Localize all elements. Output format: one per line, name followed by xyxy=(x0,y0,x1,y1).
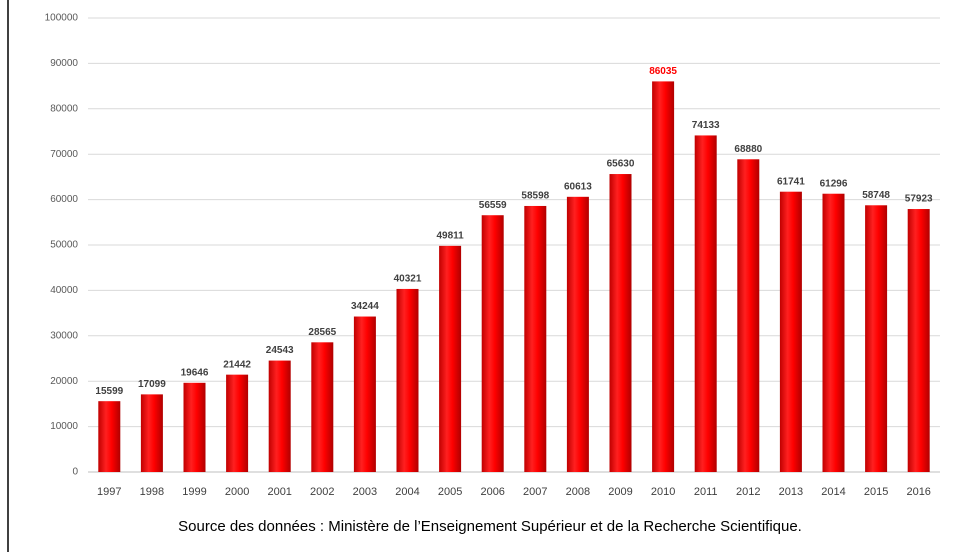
value-label: 56559 xyxy=(479,200,507,211)
bar xyxy=(396,288,419,472)
value-label: 65630 xyxy=(607,159,635,170)
y-tick-label: 80000 xyxy=(50,103,78,114)
y-tick-label: 60000 xyxy=(50,194,78,205)
y-tick-label: 20000 xyxy=(50,376,78,387)
value-label: 68880 xyxy=(734,144,762,155)
bar xyxy=(98,401,121,472)
source-note: Source des données : Ministère de l’Ense… xyxy=(178,518,802,535)
bar xyxy=(268,360,291,472)
bar xyxy=(609,174,632,472)
x-tick-label: 2014 xyxy=(821,486,845,498)
value-label: 15599 xyxy=(95,386,123,397)
value-label: 34244 xyxy=(351,301,379,312)
x-tick-label: 2003 xyxy=(353,486,377,498)
value-label: 58598 xyxy=(521,191,549,202)
x-tick-label: 2006 xyxy=(480,486,504,498)
value-label: 61741 xyxy=(777,176,805,187)
x-tick-label: 1998 xyxy=(140,486,164,498)
y-tick-label: 70000 xyxy=(50,149,78,160)
x-tick-label: 2012 xyxy=(736,486,760,498)
bar xyxy=(439,245,462,472)
y-tick-label: 10000 xyxy=(50,421,78,432)
x-tick-label: 2013 xyxy=(779,486,803,498)
y-tick-label: 40000 xyxy=(50,285,78,296)
value-label: 57923 xyxy=(905,194,933,205)
value-label: 21442 xyxy=(223,359,251,370)
value-label: 17099 xyxy=(138,379,166,390)
x-tick-label: 2002 xyxy=(310,486,334,498)
y-tick-label: 100000 xyxy=(45,13,79,24)
bar xyxy=(566,196,589,472)
value-label: 61296 xyxy=(820,178,848,189)
value-label: 74133 xyxy=(692,120,720,131)
y-tick-label: 50000 xyxy=(50,240,78,251)
x-tick-label: 2004 xyxy=(395,486,419,498)
bar xyxy=(822,193,845,472)
y-tick-label: 30000 xyxy=(50,330,78,341)
value-label: 19646 xyxy=(181,367,209,378)
bar xyxy=(481,215,504,472)
bar xyxy=(226,374,249,472)
x-tick-label: 2009 xyxy=(608,486,632,498)
bar xyxy=(652,81,675,473)
x-tick-label: 2005 xyxy=(438,486,462,498)
x-tick-label: 2008 xyxy=(566,486,590,498)
bar xyxy=(353,316,376,472)
value-label: 28565 xyxy=(308,327,336,338)
bar xyxy=(907,209,930,472)
x-tick-label: 2010 xyxy=(651,486,675,498)
x-tick-label: 1997 xyxy=(97,486,121,498)
bar xyxy=(779,191,802,472)
x-tick-label: 2015 xyxy=(864,486,888,498)
y-tick-label: 90000 xyxy=(50,58,78,69)
value-label: 40321 xyxy=(394,274,422,285)
x-tick-label: 2000 xyxy=(225,486,249,498)
bar xyxy=(311,342,334,472)
value-label: 58748 xyxy=(862,190,890,201)
bar xyxy=(183,382,206,472)
value-label: 60613 xyxy=(564,181,592,192)
value-label: 24543 xyxy=(266,345,294,356)
value-label: 86035 xyxy=(649,66,677,77)
x-tick-label: 2016 xyxy=(906,486,930,498)
x-tick-label: 2001 xyxy=(267,486,291,498)
x-tick-label: 2007 xyxy=(523,486,547,498)
bar xyxy=(737,159,760,473)
bar xyxy=(140,394,163,472)
bar xyxy=(524,205,547,472)
value-label: 49811 xyxy=(436,230,464,241)
y-tick-label: 0 xyxy=(72,467,78,478)
bar xyxy=(694,135,717,473)
bar xyxy=(865,205,888,473)
x-tick-label: 1999 xyxy=(182,486,206,498)
x-tick-label: 2011 xyxy=(694,486,718,498)
